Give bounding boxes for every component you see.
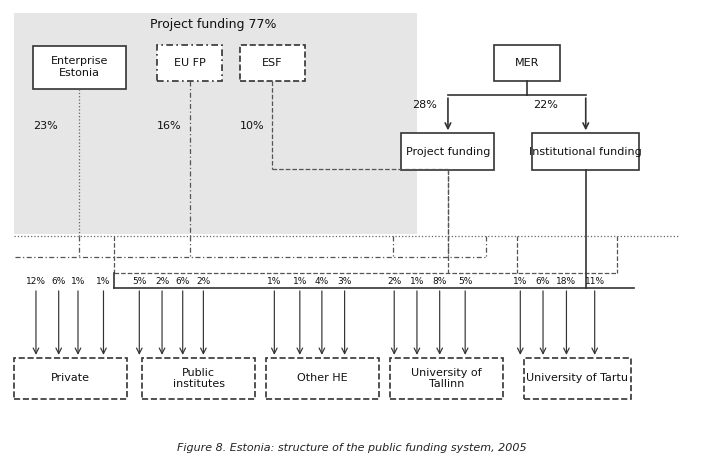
Text: Project funding: Project funding	[406, 147, 490, 157]
Bar	[524, 358, 631, 399]
Text: 10%: 10%	[240, 121, 264, 131]
Bar	[389, 358, 503, 399]
Text: 3%: 3%	[337, 278, 352, 286]
Text: 4%: 4%	[315, 278, 329, 286]
Text: 2%: 2%	[155, 278, 169, 286]
Bar	[240, 45, 305, 81]
Text: 22%: 22%	[533, 101, 557, 111]
Text: 16%: 16%	[157, 121, 182, 131]
Text: 1%: 1%	[292, 278, 307, 286]
Text: Project funding 77%: Project funding 77%	[150, 17, 277, 30]
Text: ESF: ESF	[262, 58, 283, 68]
Text: 6%: 6%	[536, 278, 550, 286]
Bar	[13, 358, 127, 399]
Text: University of Tartu: University of Tartu	[527, 374, 628, 384]
Bar	[266, 358, 380, 399]
Text: Enterprise
Estonia: Enterprise Estonia	[51, 56, 108, 78]
Bar	[142, 358, 255, 399]
Text: 12%: 12%	[26, 278, 46, 286]
Text: 28%: 28%	[412, 101, 437, 111]
Text: 1%: 1%	[96, 278, 110, 286]
Text: 8%: 8%	[432, 278, 447, 286]
Bar	[401, 133, 494, 170]
Text: 6%: 6%	[51, 278, 66, 286]
Text: 1%: 1%	[267, 278, 281, 286]
Text: Public
institutes: Public institutes	[172, 368, 224, 389]
Text: 18%: 18%	[556, 278, 576, 286]
Text: 5%: 5%	[132, 278, 146, 286]
Text: MER: MER	[515, 58, 539, 68]
Text: University of
Tallinn: University of Tallinn	[411, 368, 482, 389]
Text: 2%: 2%	[196, 278, 210, 286]
Text: 1%: 1%	[410, 278, 424, 286]
Text: 5%: 5%	[458, 278, 472, 286]
Bar	[532, 133, 639, 170]
Text: Private: Private	[51, 374, 90, 384]
Text: 23%: 23%	[33, 121, 58, 131]
Bar	[157, 45, 222, 81]
Text: 2%: 2%	[387, 278, 401, 286]
Bar	[494, 45, 560, 81]
Text: Institutional funding: Institutional funding	[529, 147, 642, 157]
Text: Figure 8. Estonia: structure of the public funding system, 2005: Figure 8. Estonia: structure of the publ…	[176, 443, 527, 453]
Text: 1%: 1%	[71, 278, 85, 286]
Text: EU FP: EU FP	[174, 58, 205, 68]
Text: 1%: 1%	[513, 278, 527, 286]
Bar	[14, 13, 417, 234]
Text: Other HE: Other HE	[297, 374, 348, 384]
Text: 6%: 6%	[176, 278, 190, 286]
Bar	[33, 46, 126, 89]
Text: 11%: 11%	[585, 278, 605, 286]
